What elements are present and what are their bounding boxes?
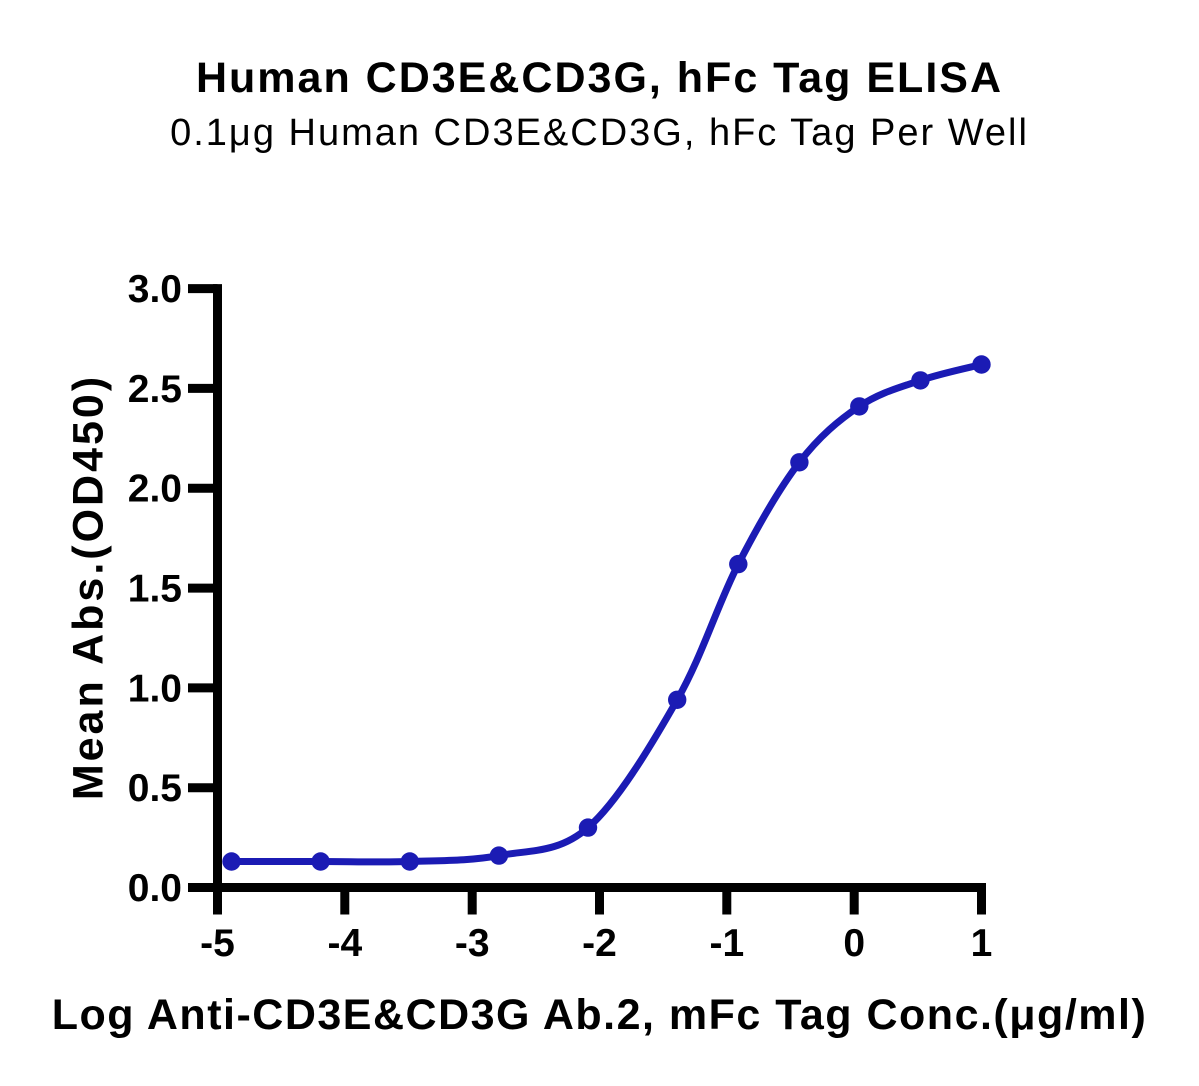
dose-response-curve [228, 361, 985, 866]
data-point-marker [489, 846, 509, 865]
data-points [222, 355, 991, 871]
x-tick-label: 0 [843, 922, 865, 965]
data-point-marker [911, 371, 930, 390]
data-point-marker [790, 453, 809, 472]
x-tick-label: -4 [327, 922, 362, 965]
x-tick-label: -5 [200, 922, 235, 965]
data-point-marker [400, 852, 419, 871]
x-tick-label: -3 [455, 922, 490, 965]
data-point-marker [668, 690, 687, 709]
y-tick-label: 2.0 [128, 468, 182, 511]
y-tick-label: 1.0 [128, 667, 182, 710]
axis-ticks [188, 284, 986, 915]
axis-spines [213, 284, 986, 892]
x-axis-title: Log Anti-CD3E&CD3G Ab.2, mFc Tag Conc.(μ… [51, 991, 1148, 1039]
x-tick-label: -2 [582, 922, 617, 965]
data-point-marker [311, 852, 330, 871]
fitted-curve [228, 361, 985, 866]
y-tick-label: 0.0 [128, 867, 182, 910]
x-tick-label: 1 [971, 922, 993, 965]
y-tick-label: 0.5 [128, 767, 182, 810]
axis-tick-labels: 0.0 0.5 1.0 1.5 2.0 2.5 3.0 -5 -4 -3 -2 -1 0 1 [128, 268, 993, 965]
data-point-marker [729, 554, 748, 574]
chart-title: Human CD3E&CD3G, hFc Tag ELISA [195, 54, 1004, 102]
data-point-marker [578, 818, 598, 837]
x-tick-label: -1 [709, 922, 744, 965]
axes [213, 284, 986, 892]
y-tick-label: 1.5 [128, 568, 182, 611]
data-point-marker [222, 852, 241, 871]
y-tick-label: 3.0 [128, 268, 182, 311]
data-point-marker [850, 397, 869, 416]
y-tick-label: 2.5 [128, 368, 182, 411]
data-point-marker [972, 355, 991, 374]
chart-subtitle: 0.1μg Human CD3E&CD3G, hFc Tag Per Well [170, 112, 1029, 154]
